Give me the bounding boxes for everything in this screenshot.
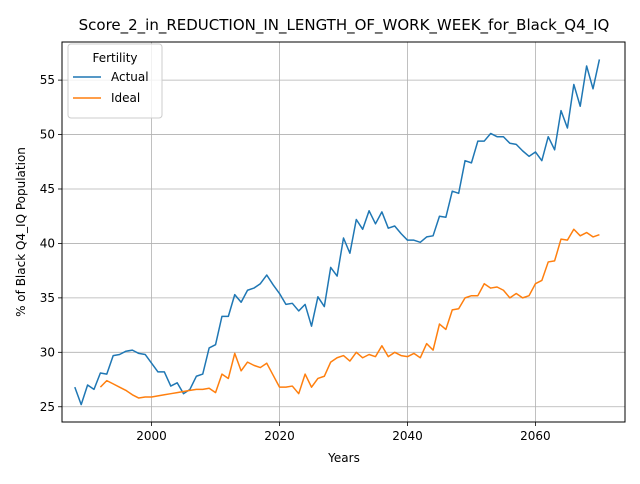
plot-frame	[61, 41, 626, 423]
series-line-actual	[74, 59, 601, 406]
y-tick-label: 55	[40, 73, 55, 87]
legend-title: Fertility	[92, 51, 137, 65]
y-axis: 25 30 35 40 45 50 55	[40, 73, 62, 414]
grid	[62, 42, 625, 422]
y-tick-label: 25	[40, 400, 55, 414]
y-tick-label: 45	[40, 182, 55, 196]
legend-box	[67, 43, 163, 119]
legend-label-ideal: Ideal	[111, 91, 140, 105]
legend: Fertility Actual Ideal	[67, 43, 163, 119]
y-tick-label: 50	[40, 128, 55, 142]
y-tick-label: 30	[40, 345, 55, 359]
x-tick-label: 2040	[392, 429, 423, 443]
x-axis-label: Years	[327, 451, 360, 465]
chart-title: Score_2_in_REDUCTION_IN_LENGTH_OF_WORK_W…	[79, 16, 610, 35]
y-tick-label: 40	[40, 236, 55, 250]
y-tick-label: 35	[40, 291, 55, 305]
x-tick-label: 2020	[264, 429, 295, 443]
series-line-ideal	[99, 228, 600, 399]
legend-label-actual: Actual	[111, 70, 149, 84]
x-axis: 2000 2020 2040 2060	[136, 422, 551, 443]
x-tick-label: 2000	[136, 429, 167, 443]
y-axis-label: % of Black Q4_IQ Population	[14, 147, 28, 317]
plot-lines	[74, 59, 601, 406]
x-tick-label: 2060	[520, 429, 551, 443]
